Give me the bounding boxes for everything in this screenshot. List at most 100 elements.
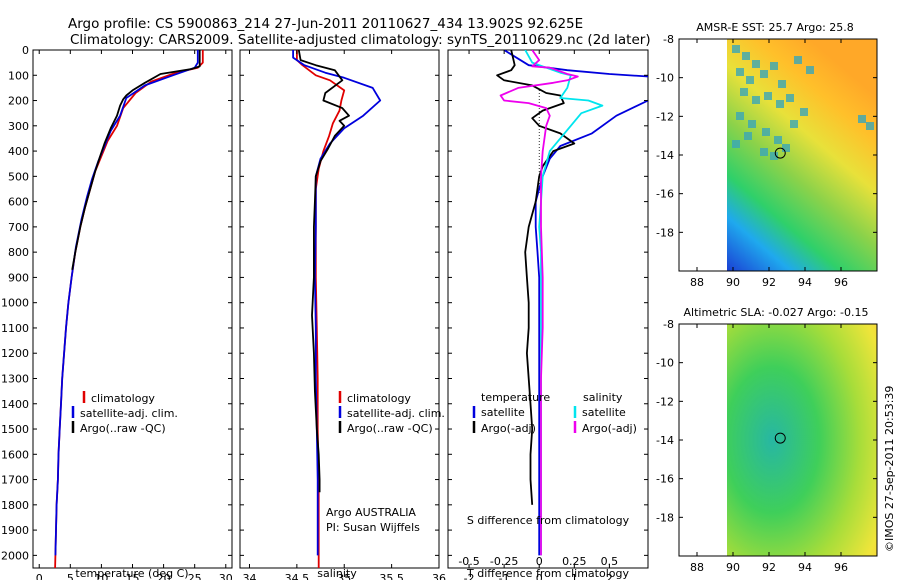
sla-map-panel: Altimetric SLA: -0.027 Argo: -0.15 88 90 9… bbox=[656, 306, 878, 574]
salinity-axes-frame bbox=[239, 49, 440, 569]
legend-satellite-label: satellite-adj. clim. bbox=[80, 407, 178, 420]
y-tick-label: 1400 bbox=[1, 398, 29, 411]
salinity-xlabel: salinity bbox=[317, 567, 357, 580]
x-tick-label: -2 bbox=[464, 572, 475, 580]
sst-map-pixel bbox=[794, 56, 802, 64]
y-tick-label: 0 bbox=[22, 44, 29, 57]
y-tick-label: 600 bbox=[8, 196, 29, 209]
legend-climatology-label: climatology bbox=[91, 392, 155, 405]
x-tick-label: 35 bbox=[337, 572, 351, 580]
legend-temperature-heading: temperature bbox=[481, 391, 550, 404]
x-tick-label: 25 bbox=[188, 572, 202, 580]
sst-map-pixel bbox=[732, 45, 740, 53]
difference-axes-frame bbox=[447, 49, 649, 569]
y-tick-label: 1500 bbox=[1, 423, 29, 436]
series-line-salinity-satellite bbox=[524, 50, 604, 556]
imos-timestamp: ©IMOS 27-Sep-2011 20:53:39 bbox=[883, 386, 896, 552]
legend-argo-label: Argo(..raw -QC) bbox=[347, 422, 433, 435]
map-y-tick-label: -10 bbox=[656, 357, 674, 370]
map-y-tick-label: -12 bbox=[656, 395, 674, 408]
map-x-tick-label: 96 bbox=[834, 561, 848, 574]
sst-map-pixel bbox=[740, 88, 748, 96]
legend-satellite-label: satellite-adj. clim. bbox=[347, 407, 445, 420]
map-x-tick-label: 90 bbox=[726, 561, 740, 574]
sst-map-panel: AMSR-E SST: 25.7 Argo: 25.8 88 90 92 94 96 -8… bbox=[656, 21, 878, 289]
sla-map-field bbox=[727, 324, 877, 556]
sst-map-pixel bbox=[742, 52, 750, 60]
sla-map-ticks: 88 90 92 94 96 -8 -10 -12 -14 -16 -18 bbox=[656, 318, 877, 574]
x-tick-label: 0 bbox=[36, 572, 43, 580]
map-x-tick-label: 96 bbox=[834, 276, 848, 289]
s-tick-label: 0.25 bbox=[562, 555, 587, 568]
sst-map-pixel bbox=[760, 148, 768, 156]
sst-map-pixel bbox=[736, 68, 744, 76]
sst-map-patches bbox=[732, 45, 874, 160]
sst-map-pixel bbox=[770, 62, 778, 70]
difference-panel: -2 -1 0 1 2 -0.5 -0.25 0 0.25 0.5 temperature sal… bbox=[447, 49, 649, 580]
legend-temp-argo-label: Argo(-adj) bbox=[481, 422, 536, 435]
x-tick-label: 15 bbox=[126, 572, 140, 580]
sst-map-pixel bbox=[790, 120, 798, 128]
y-tick-label: 800 bbox=[8, 246, 29, 259]
y-tick-label: 1600 bbox=[1, 448, 29, 461]
series-line-climatology bbox=[295, 50, 346, 568]
map-x-tick-label: 90 bbox=[726, 276, 740, 289]
y-tick-label: 1800 bbox=[1, 499, 29, 512]
series-line-argo-raw-qc- bbox=[297, 50, 350, 493]
sst-map-pixel bbox=[746, 76, 754, 84]
y-tick-label: 2000 bbox=[1, 549, 29, 562]
series-line-satellite-adj-clim- bbox=[54, 50, 199, 556]
y-tick-label: 1700 bbox=[1, 474, 29, 487]
s-tick-label: -0.25 bbox=[490, 555, 518, 568]
x-tick-label: 30 bbox=[219, 572, 233, 580]
legend-climatology-label: climatology bbox=[347, 392, 411, 405]
x-tick-label: 5 bbox=[67, 572, 74, 580]
y-tick-label: 1000 bbox=[1, 297, 29, 310]
map-y-tick-label: -16 bbox=[656, 473, 674, 486]
legend-salinity-heading: salinity bbox=[583, 391, 623, 404]
sst-map-pixel bbox=[732, 140, 740, 148]
y-tick-label: 700 bbox=[8, 221, 29, 234]
y-tick-label: 300 bbox=[8, 120, 29, 133]
sst-map-pixel bbox=[736, 112, 744, 120]
series-line-temperature-argo-adj- bbox=[496, 50, 576, 505]
map-y-tick-label: -14 bbox=[656, 434, 674, 447]
map-x-tick-label: 94 bbox=[798, 276, 812, 289]
y-tick-label: 1300 bbox=[1, 372, 29, 385]
sst-map-pixel bbox=[800, 108, 808, 116]
salinity-panel: 34 34.5 35 35.5 36 climatology satellite-adj… bbox=[239, 49, 446, 580]
temperature-xlabel: temperature (deg C) bbox=[75, 567, 188, 580]
sst-map-pixel bbox=[744, 132, 752, 140]
map-y-tick-label: -16 bbox=[656, 188, 674, 201]
salinity-legend: climatology satellite-adj. clim. Argo(..… bbox=[326, 391, 445, 534]
map-y-tick-label: -12 bbox=[656, 110, 674, 123]
series-line-argo-raw-qc- bbox=[71, 50, 201, 270]
temperature-axes-frame bbox=[32, 49, 233, 569]
difference-ticks: -2 -1 0 1 2 -0.5 -0.25 0 0.25 0.5 bbox=[448, 49, 648, 580]
sst-map-pixel bbox=[752, 60, 760, 68]
legend-argo-label: Argo(..raw -QC) bbox=[80, 422, 166, 435]
sst-map-pixel bbox=[748, 120, 756, 128]
sst-map-pixel bbox=[770, 152, 778, 160]
sla-map-title: Altimetric SLA: -0.027 Argo: -0.15 bbox=[684, 306, 869, 319]
legend-sal-satellite-label: satellite bbox=[582, 406, 626, 419]
temperature-ticks: 0100200300400500600700800900100011001200… bbox=[1, 44, 233, 580]
sst-map-pixel bbox=[806, 66, 814, 74]
sst-map-pixel bbox=[752, 96, 760, 104]
sst-map-pixel bbox=[774, 136, 782, 144]
map-y-tick-label: -18 bbox=[656, 511, 674, 524]
s-difference-xlabel: S difference from climatology bbox=[467, 514, 630, 527]
y-tick-label: 100 bbox=[8, 69, 29, 82]
x-tick-label: -1 bbox=[499, 572, 510, 580]
map-y-tick-label: -14 bbox=[656, 149, 674, 162]
x-tick-label: 35.5 bbox=[379, 572, 404, 580]
sst-map-pixel bbox=[760, 70, 768, 78]
y-tick-label: 1100 bbox=[1, 322, 29, 335]
difference-series bbox=[496, 50, 648, 556]
map-y-tick-label: -10 bbox=[656, 72, 674, 85]
sst-map-pixel bbox=[866, 122, 874, 130]
x-tick-label: 1 bbox=[571, 572, 578, 580]
difference-legend: temperature salinity satellite satellite… bbox=[472, 391, 637, 435]
legend-temp-satellite-label: satellite bbox=[481, 406, 525, 419]
